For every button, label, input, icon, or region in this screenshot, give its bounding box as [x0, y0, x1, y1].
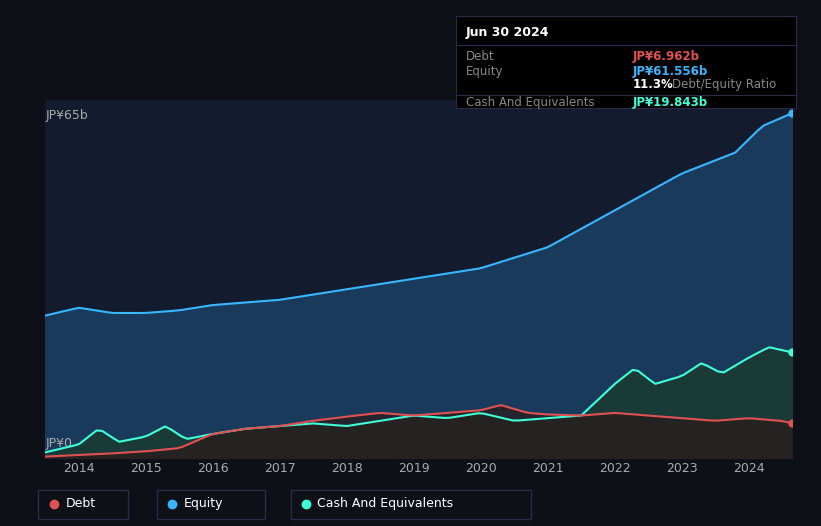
Text: Equity: Equity — [184, 497, 223, 510]
Text: Cash And Equivalents: Cash And Equivalents — [466, 96, 594, 109]
Text: Jun 30 2024: Jun 30 2024 — [466, 26, 549, 39]
Text: Debt/Equity Ratio: Debt/Equity Ratio — [672, 78, 777, 92]
Text: Debt: Debt — [466, 50, 494, 63]
Text: 11.3%: 11.3% — [633, 78, 673, 92]
Text: Equity: Equity — [466, 65, 503, 77]
Text: Debt: Debt — [66, 497, 95, 510]
Text: JP¥0: JP¥0 — [46, 438, 73, 450]
Text: JP¥65b: JP¥65b — [46, 109, 89, 122]
Text: JP¥6.962b: JP¥6.962b — [633, 50, 699, 63]
Text: JP¥19.843b: JP¥19.843b — [633, 96, 708, 109]
Text: JP¥61.556b: JP¥61.556b — [633, 65, 708, 77]
Text: Cash And Equivalents: Cash And Equivalents — [318, 497, 454, 510]
